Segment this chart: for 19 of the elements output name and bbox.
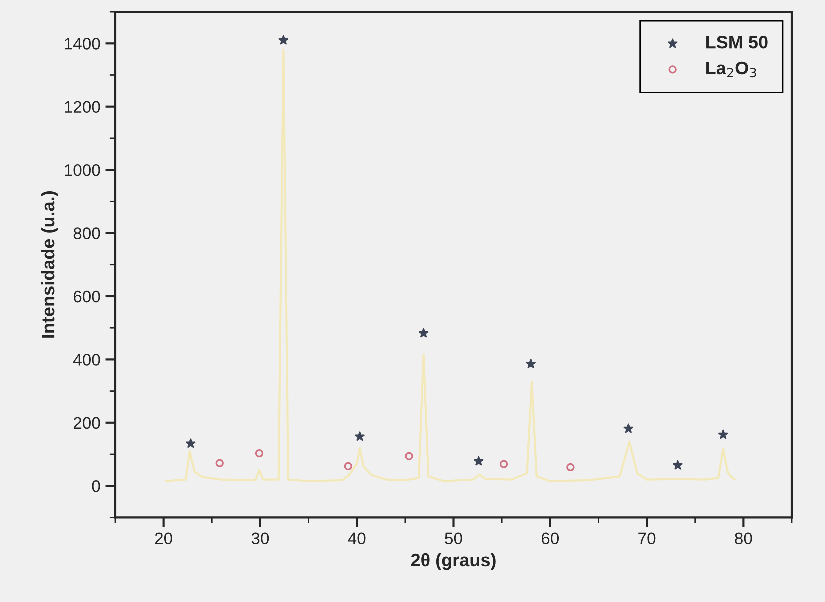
y-tick-label: 200 <box>74 417 100 430</box>
x-tick-label: 40 <box>348 532 366 545</box>
legend-label: LSM 50 <box>706 36 768 49</box>
legend-label: La$_{2}$O$_{3}$ <box>706 62 756 78</box>
x-tick-label: 30 <box>252 532 270 545</box>
x-tick-label: 20 <box>155 532 172 545</box>
y-tick-label: 800 <box>74 228 100 240</box>
y-tick-label: 400 <box>73 354 100 366</box>
y-tick-label: 600 <box>74 290 100 303</box>
x-axis-title: 2θ (graus) <box>411 553 496 570</box>
y-tick-label: 0 <box>92 480 100 492</box>
x-tick-label: 80 <box>735 532 752 545</box>
x-tick-label: 50 <box>445 532 462 545</box>
y-tick-label: 1200 <box>65 101 100 114</box>
x-tick-label: 60 <box>542 532 560 545</box>
y-tick-label: 1400 <box>65 38 100 50</box>
y-axis-title: Intensidade (u.a.) <box>41 192 58 338</box>
x-tick-label: 70 <box>638 532 656 545</box>
y-tick-label: 1000 <box>65 164 100 176</box>
